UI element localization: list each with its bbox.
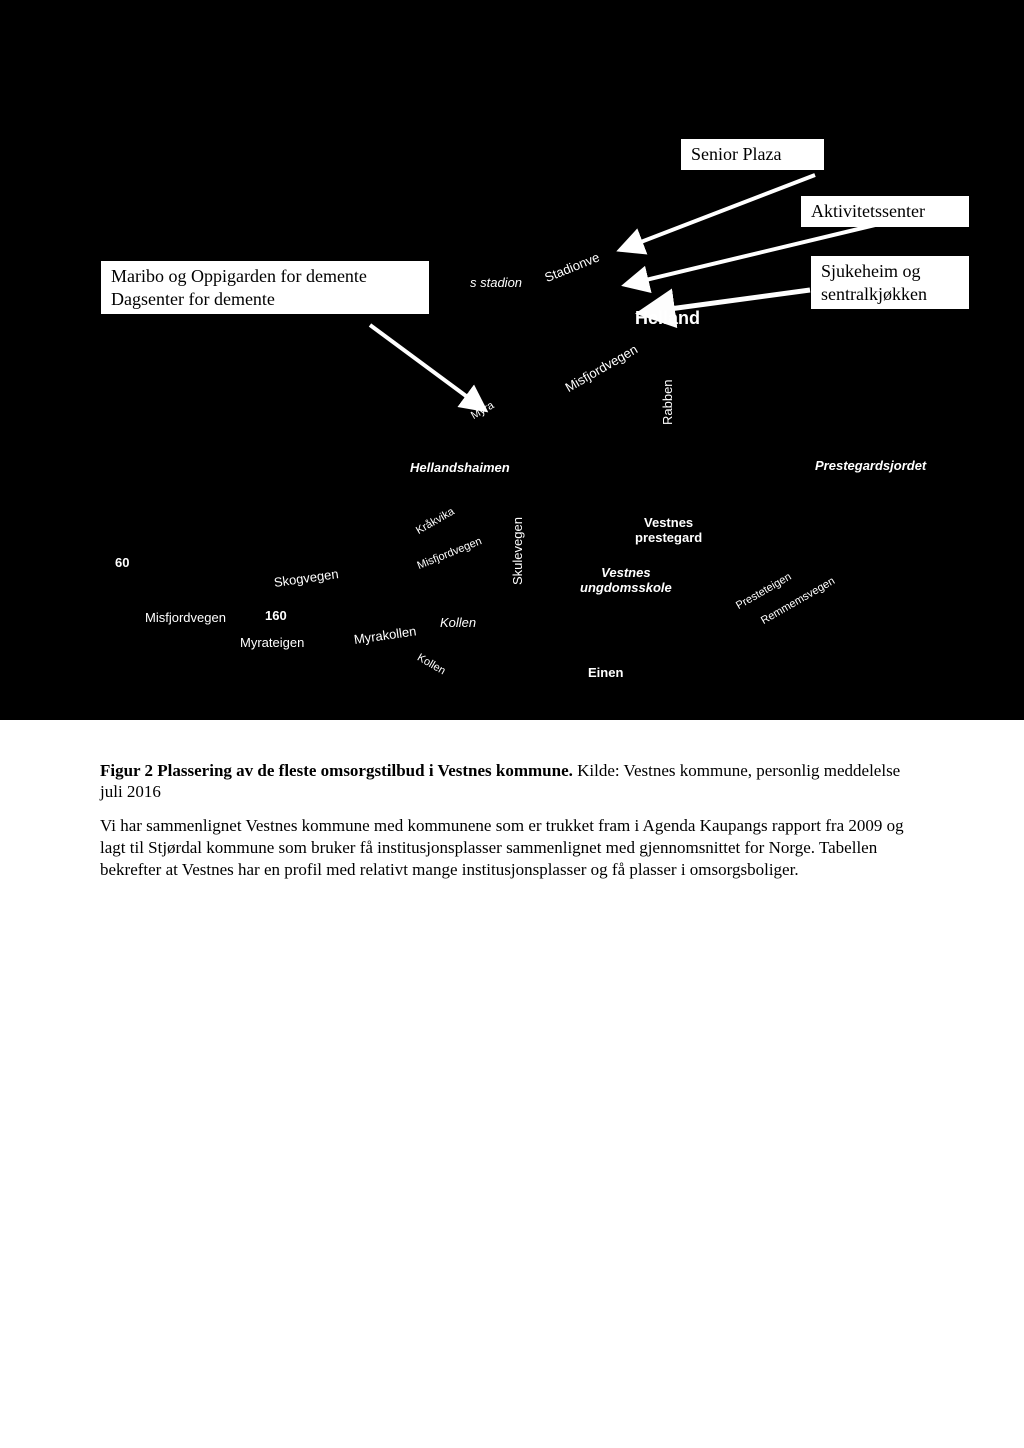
map-label-kollen: Kollen [440,615,476,630]
map-label-myra: Myra [469,399,496,422]
map-label-einen: Einen [588,665,623,680]
label-text-line2: Dagsenter for demente [111,288,419,311]
box-sjukeheim: Sjukeheim og sentralkjøkken [810,255,970,310]
map-label-kollen2: Kollen [415,652,447,678]
vp-l1: Vestnes [635,515,702,530]
map-label-stadionveien: Stadionve [542,249,601,285]
label-text-line2: sentralkjøkken [821,283,959,306]
figure-caption: Figur 2 Plassering av de fleste omsorgst… [100,760,924,803]
box-maribo: Maribo og Oppigarden for demente Dagsent… [100,260,430,315]
label-text-line1: Sjukeheim og [821,260,959,283]
vp-l2: prestegard [635,530,702,545]
map-label-misfjordvegen3: Misfjordvegen [145,610,226,625]
map-label-helland: Helland [635,308,700,329]
label-text: Senior Plaza [691,144,781,164]
map-label-stadion: s stadion [470,275,522,290]
map-label-rabben: Rabben [660,379,675,425]
map-label-vestnes-prestegard: Vestnes prestegard [635,515,702,545]
box-senior-plaza: Senior Plaza [680,138,825,171]
caption-block: Figur 2 Plassering av de fleste omsorgst… [100,760,924,881]
caption-bold: Figur 2 Plassering av de fleste omsorgst… [100,761,573,780]
vu-l2: ungdomsskole [580,580,672,595]
map-label-60: 60 [115,555,129,570]
map-label-misfjordvegen: Misfjordvegen [563,342,641,395]
map-label-skulevegen: Skulevegen [510,517,525,585]
box-aktivitetssenter: Aktivitetssenter [800,195,970,228]
map-diagram: Senior Plaza Aktivitetssenter Sjukeheim … [40,120,984,690]
vu-l1: Vestnes [580,565,672,580]
map-label-myrakollen: Myrakollen [353,623,417,647]
map-label-hellandshaimen: Hellandshaimen [410,460,510,475]
label-text: Aktivitetssenter [811,201,925,221]
map-label-prestegardsjordet: Prestegardsjordet [815,458,926,473]
label-text-line1: Maribo og Oppigarden for demente [111,265,419,288]
map-label-vestnes-ungdomsskole: Vestnes ungdomsskole [580,565,672,595]
map-label-krakvika: Kråkvika [414,506,457,537]
body-paragraph: Vi har sammenlignet Vestnes kommune med … [100,815,924,881]
map-label-misfjordvegen2: Misfjordvegen [416,535,484,572]
map-label-160: 160 [265,608,287,623]
map-label-myrateigen: Myrateigen [240,635,304,650]
map-label-skogvegen: Skogvegen [273,566,340,590]
